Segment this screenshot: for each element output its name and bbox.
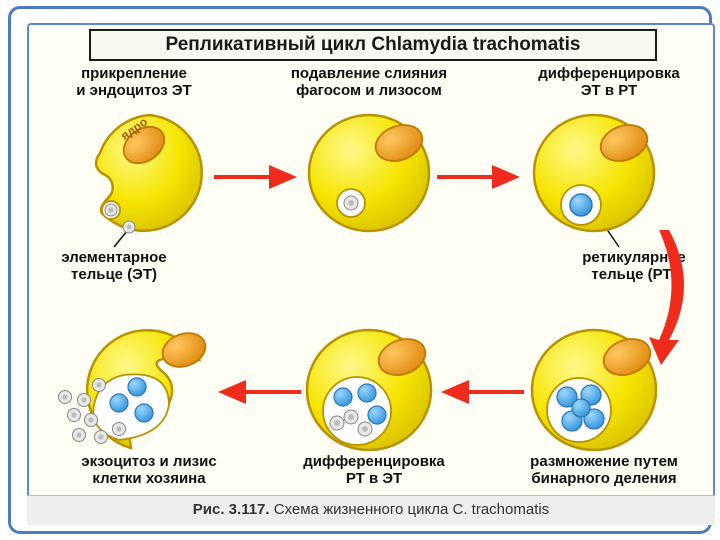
cell-stage-3 — [534, 115, 654, 231]
arrow-s1-s2 — [214, 165, 297, 189]
pointer-et — [114, 231, 127, 247]
cell-stage-1 — [96, 115, 202, 233]
arrow-s2-s3 — [437, 165, 520, 189]
cycle-diagram: ядро — [29, 25, 717, 505]
arrow-s3-s4 — [649, 230, 684, 365]
rt-body — [570, 194, 592, 216]
inner-frame: Репликативный цикл Chlamydia trachomatis… — [27, 23, 715, 503]
arrow-s5-s6 — [218, 380, 301, 404]
caption-text: Схема жизненного цикла C. trachomatis — [274, 501, 549, 518]
cell-stage-4 — [532, 330, 656, 450]
cell-stage-2 — [309, 115, 429, 231]
figure-caption: Рис. 3.117. Схема жизненного цикла C. tr… — [27, 495, 715, 525]
arrow-s4-s5 — [441, 380, 524, 404]
outer-frame: Репликативный цикл Chlamydia trachomatis… — [8, 6, 712, 534]
cell-stage-6 — [59, 327, 211, 448]
cell-stage-5 — [307, 330, 431, 450]
caption-prefix: Рис. 3.117. — [193, 501, 274, 518]
